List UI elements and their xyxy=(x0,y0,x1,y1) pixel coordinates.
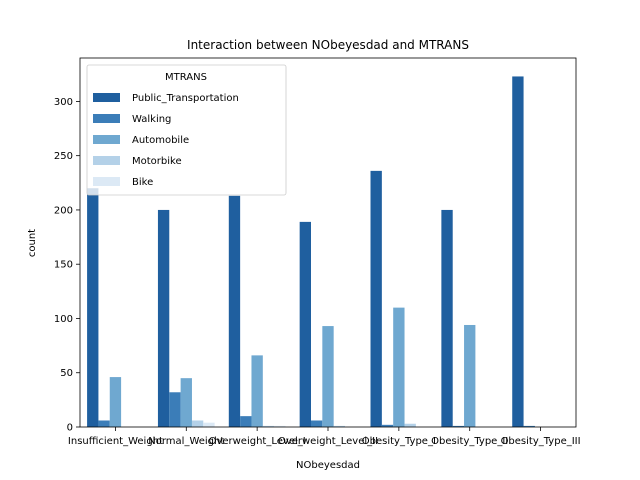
legend-swatch-bike xyxy=(93,177,120,186)
y-tick-label: 50 xyxy=(60,368,73,379)
bar-motorbike-normal-weight xyxy=(191,420,204,427)
legend-label-automobile: Automobile xyxy=(132,135,189,146)
legend-label-bike: Bike xyxy=(132,177,153,188)
bar-automobile-overweight-level-ii xyxy=(322,326,334,427)
x-axis-label: NObeyesdad xyxy=(296,460,360,471)
bar-walking-obesity-type-iii xyxy=(523,425,535,427)
bar-walking-normal-weight xyxy=(169,392,181,427)
x-tick-label-overweight-level-ii: Overweight_Level_II xyxy=(278,436,378,447)
y-tick-label: 100 xyxy=(54,314,73,325)
legend-swatch-public-transportation xyxy=(93,93,120,102)
y-tick-label: 150 xyxy=(54,260,73,271)
bar-motorbike-overweight-level-i xyxy=(262,425,275,427)
bar-bike-overweight-level-i xyxy=(274,425,286,427)
bars-group xyxy=(87,76,535,427)
bar-public-transportation-overweight-level-ii xyxy=(299,221,311,427)
bar-walking-overweight-level-ii xyxy=(310,420,323,427)
bar-public-transportation-obesity-type-iii xyxy=(512,76,524,427)
legend-items: Public_Transportation Walking Automobile Mo… xyxy=(93,93,239,188)
bar-walking-overweight-level-i xyxy=(240,416,252,427)
legend-swatch-automobile xyxy=(93,135,120,144)
bar-automobile-obesity-type-ii xyxy=(464,324,476,427)
legend-swatch-motorbike xyxy=(93,156,120,165)
legend-swatch-walking xyxy=(93,114,120,123)
legend-box xyxy=(86,64,287,196)
x-axis: Insufficient_WeightNormal_WeightOverweig… xyxy=(68,427,581,447)
x-tick-label-insufficient-weight: Insufficient_Weight xyxy=(68,436,163,447)
x-tick-label-obesity-type-i: Obesity_Type_I xyxy=(362,436,436,447)
x-tick-label-normal-weight: Normal_Weight xyxy=(148,436,224,447)
bar-walking-insufficient-weight xyxy=(98,420,110,427)
bar-automobile-insufficient-weight xyxy=(109,377,122,427)
y-tick-label: 200 xyxy=(54,205,73,216)
bar-public-transportation-normal-weight xyxy=(157,209,170,427)
y-axis: 0 50 100 150 200 250 300 xyxy=(54,97,80,434)
y-tick-label: 250 xyxy=(54,151,73,162)
legend-label-public-transportation: Public_Transportation xyxy=(132,93,239,104)
bar-automobile-overweight-level-i xyxy=(251,355,263,427)
legend: MTRANS Public_Transportation Walking Autom… xyxy=(86,64,287,196)
x-tick-label-obesity-type-ii: Obesity_Type_II xyxy=(431,436,508,447)
y-axis-label: count xyxy=(27,229,38,257)
bar-public-transportation-insufficient-weight xyxy=(87,188,99,427)
bar-motorbike-overweight-level-ii xyxy=(333,425,346,427)
x-tick-label-obesity-type-iii: Obesity_Type_III xyxy=(501,436,581,447)
bar-automobile-obesity-type-i xyxy=(393,307,405,427)
bar-bike-normal-weight xyxy=(203,422,215,427)
legend-title: MTRANS xyxy=(165,72,207,83)
bar-public-transportation-overweight-level-i xyxy=(228,195,241,427)
bar-automobile-normal-weight xyxy=(180,378,192,427)
bar-walking-obesity-type-ii xyxy=(452,425,465,427)
x-tick-label-overweight-level-i: Overweight_Level_I xyxy=(209,436,306,447)
legend-label-walking: Walking xyxy=(132,114,171,125)
bar-motorbike-obesity-type-i xyxy=(404,423,416,427)
legend-label-motorbike: Motorbike xyxy=(132,156,182,167)
y-tick-label: 300 xyxy=(54,97,73,108)
y-tick-label: 0 xyxy=(67,423,73,434)
bar-public-transportation-obesity-type-ii xyxy=(441,209,453,427)
bar-walking-obesity-type-i xyxy=(381,424,394,427)
bar-public-transportation-obesity-type-i xyxy=(370,170,382,427)
chart-title: Interaction between NObeyesdad and MTRAN… xyxy=(187,38,469,52)
